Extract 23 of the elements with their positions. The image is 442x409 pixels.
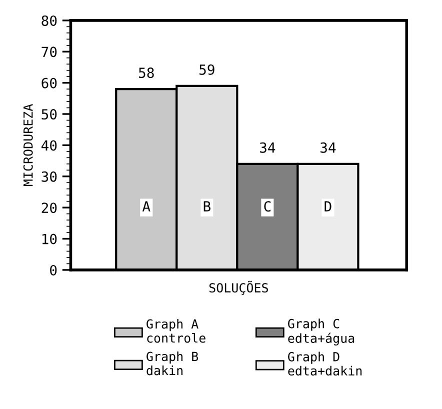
y-tick-label: 50 xyxy=(42,109,57,120)
y-tick-label: 30 xyxy=(42,171,57,182)
legend-label: Graph D edta+dakin xyxy=(288,352,362,376)
legend-label: Graph C edta+água xyxy=(288,318,354,346)
data-label: 34 xyxy=(320,142,336,153)
y-tick-label: 70 xyxy=(42,46,57,58)
y-axis-title: MICRODUREZA xyxy=(23,104,33,186)
data-label: 58 xyxy=(138,68,154,78)
y-tick-label: 80 xyxy=(42,15,57,26)
y-tick-label: 60 xyxy=(42,78,57,88)
x-axis-title: SOLUÇÕES xyxy=(209,280,268,295)
legend-label: Graph B dakin xyxy=(146,351,198,376)
x-tick-label: B xyxy=(204,201,210,212)
x-tick-label: C xyxy=(264,201,271,212)
x-tick-label: A xyxy=(142,201,150,212)
legend-label: Graph A controle xyxy=(146,318,206,343)
data-label: 34 xyxy=(260,142,276,153)
y-tick-label: 0 xyxy=(50,264,57,276)
y-tick-label: 20 xyxy=(42,202,57,214)
y-tick-label: 40 xyxy=(41,140,57,151)
data-label: 59 xyxy=(200,64,214,75)
x-tick-label: D xyxy=(324,201,332,212)
y-tick-label: 10 xyxy=(42,234,57,244)
